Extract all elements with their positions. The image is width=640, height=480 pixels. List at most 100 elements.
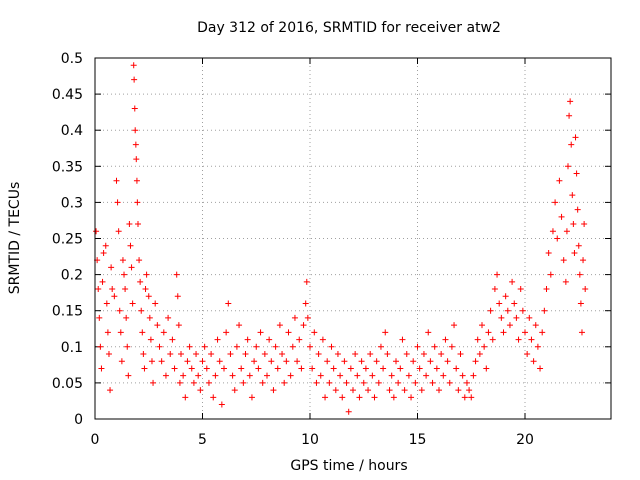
data-point [130,62,137,69]
data-point [126,221,133,228]
data-point [358,358,365,365]
data-point [285,329,292,336]
data-point [343,379,350,386]
data-point [223,329,230,336]
data-point [296,336,303,343]
data-point [99,278,106,285]
data-point [429,379,436,386]
data-point [517,286,524,293]
y-tick-label: 0.1 [61,340,83,356]
data-point [176,379,183,386]
data-point [569,192,576,199]
data-point [302,300,309,307]
data-point [524,351,531,358]
data-point [279,351,286,358]
data-point [345,408,352,415]
data-point [229,372,236,379]
data-point [140,351,147,358]
data-point [248,394,255,401]
data-point [141,365,148,372]
data-point [485,329,492,336]
data-point [304,314,311,321]
data-point [322,394,329,401]
data-point [334,351,341,358]
data-point [487,307,494,314]
data-point [218,401,225,408]
data-point [575,242,582,249]
data-point [513,314,520,321]
data-point [567,98,574,105]
y-tick-label: 0.15 [52,304,83,320]
data-point [127,242,134,249]
data-point [300,322,307,329]
data-point [369,372,376,379]
data-point [251,358,258,365]
data-point [472,358,479,365]
data-point [135,221,141,228]
data-point [442,336,449,343]
data-point [205,379,212,386]
data-point [116,307,123,314]
data-point [427,358,434,365]
data-point [530,358,537,365]
data-point [182,394,189,401]
data-point [128,264,135,271]
data-point [380,365,387,372]
data-point [570,221,577,228]
data-point [173,271,180,278]
data-point [311,329,318,336]
data-point [532,322,539,329]
data-point [565,163,571,170]
data-point [572,134,579,141]
data-point [332,387,339,394]
data-point [253,343,260,350]
data-point [563,228,570,235]
data-point [330,365,337,372]
data-point [154,322,161,329]
x-tick-label: 10 [301,432,319,448]
data-point [560,257,567,264]
data-point [266,336,273,343]
y-axis-label: SRMTID / TECUs [7,182,23,295]
data-point [190,379,197,386]
data-point [214,336,221,343]
data-point [453,365,460,372]
data-point [324,358,331,365]
data-point [272,343,279,350]
data-point [145,293,152,300]
data-point [410,358,417,365]
data-point [347,365,354,372]
data-point [481,343,488,350]
data-point [255,365,262,372]
data-point [403,351,410,358]
data-point [240,379,247,386]
data-point [107,387,114,394]
data-point [509,278,516,285]
data-point [511,300,518,307]
data-point [175,322,182,329]
data-point [578,329,585,336]
data-point [298,365,305,372]
data-point [466,387,473,394]
data-point [317,372,324,379]
data-point [257,329,264,336]
data-point [384,351,391,358]
data-point [95,286,102,293]
data-point [448,343,455,350]
data-point [162,372,169,379]
data-point [184,358,191,365]
data-point [121,271,128,278]
data-point [539,329,546,336]
data-point [433,365,440,372]
data-point [103,300,110,307]
data-point [337,372,344,379]
data-point [197,387,204,394]
data-point [354,372,361,379]
data-point [463,379,470,386]
data-point [390,394,397,401]
x-axis-label: GPS time / hours [290,458,407,474]
x-tick-label: 5 [198,432,207,448]
data-point [199,358,206,365]
data-point [264,372,270,379]
data-point [537,365,544,372]
